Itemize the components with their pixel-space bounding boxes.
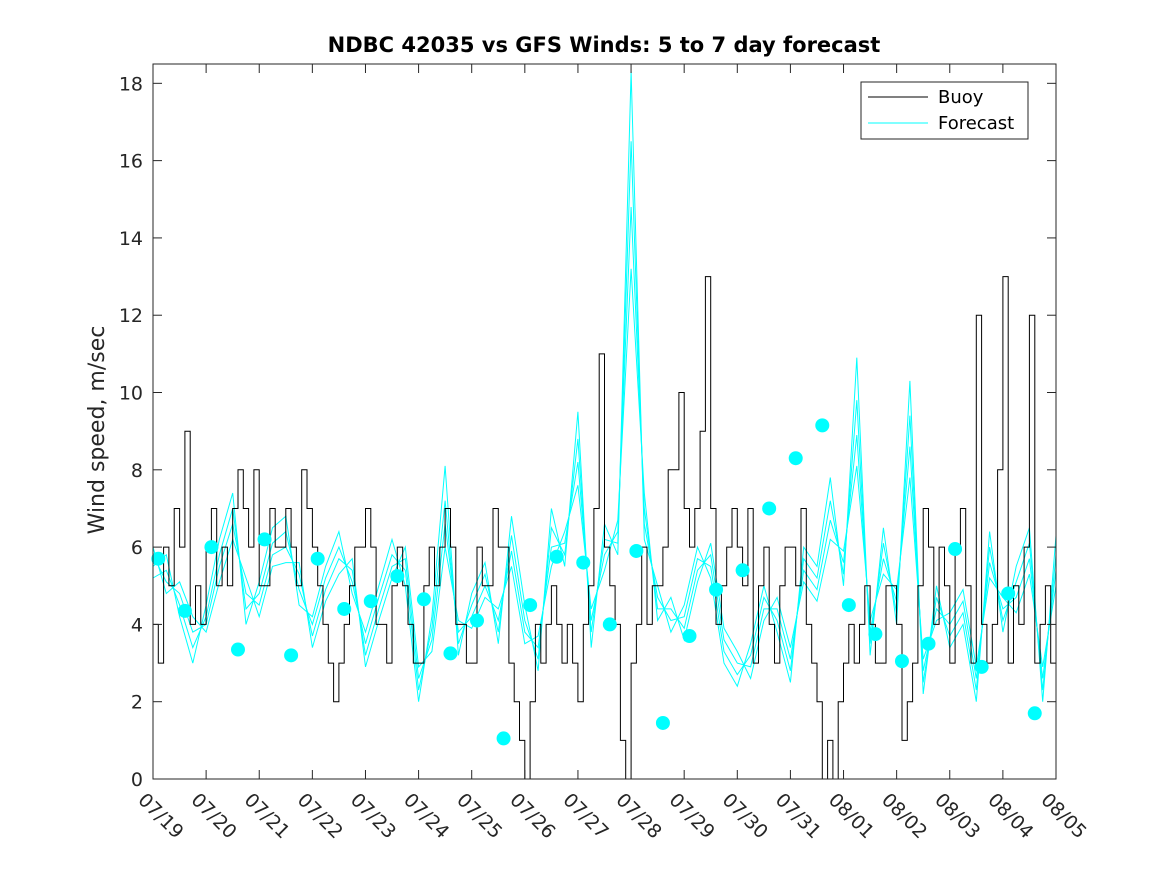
forecast-marker xyxy=(894,654,909,669)
legend: Buoy Forecast xyxy=(860,81,1029,140)
forecast-marker xyxy=(1027,706,1042,721)
forecast-marker xyxy=(788,451,803,466)
forecast-marker xyxy=(523,598,538,613)
forecast-marker xyxy=(363,594,378,609)
legend-forecast-label: Forecast xyxy=(938,113,1014,134)
forecast-marker xyxy=(629,543,644,558)
forecast-marker xyxy=(443,646,458,661)
forecast-marker xyxy=(284,648,299,663)
forecast-marker xyxy=(337,601,352,616)
forecast-marker xyxy=(576,555,591,570)
forecast-marker xyxy=(177,603,192,618)
forecast-marker xyxy=(204,540,219,555)
y-axis: 0 2 4 6 8 10 12 14 16 18 xyxy=(119,73,1056,791)
forecast-marker xyxy=(602,617,617,632)
plot-area xyxy=(151,71,1057,780)
forecast-marker xyxy=(151,551,166,566)
forecast-marker xyxy=(549,549,564,564)
forecast-marker xyxy=(762,501,777,516)
forecast-marker xyxy=(310,551,325,566)
forecast-run-line xyxy=(152,206,1057,679)
y-tick-label: 10 xyxy=(119,383,143,405)
y-tick-label: 12 xyxy=(119,305,143,327)
forecast-marker xyxy=(948,542,963,557)
forecast-marker xyxy=(257,532,272,547)
forecast-marker xyxy=(709,582,724,597)
forecast-marker xyxy=(416,592,431,607)
forecast-marker xyxy=(390,569,405,584)
chart-title: NDBC 42035 vs GFS Winds: 5 to 7 day fore… xyxy=(328,33,881,57)
y-tick-label: 6 xyxy=(131,537,143,559)
forecast-marker xyxy=(841,598,856,613)
y-tick-label: 16 xyxy=(119,151,143,173)
y-tick-label: 8 xyxy=(131,460,143,482)
forecast-marker xyxy=(868,627,883,642)
y-tick-label: 18 xyxy=(119,73,143,95)
forecast-marker xyxy=(735,563,750,578)
forecast-marker xyxy=(230,642,245,657)
forecast-marker xyxy=(496,731,511,746)
y-tick-label: 14 xyxy=(119,228,143,250)
forecast-marker xyxy=(655,715,670,730)
legend-box xyxy=(860,81,1029,140)
plot-frame xyxy=(152,63,1057,780)
forecast-marker xyxy=(974,659,989,674)
forecast-marker xyxy=(470,613,485,628)
legend-buoy-label: Buoy xyxy=(938,87,984,108)
forecast-marker xyxy=(1001,586,1016,601)
y-tick-label: 2 xyxy=(131,692,143,714)
buoy-line xyxy=(153,276,1057,780)
y-axis-label: Wind speed, m/sec xyxy=(85,326,110,535)
forecast-run-line xyxy=(152,268,1057,680)
y-tick-label: 4 xyxy=(131,614,143,636)
y-tick-label: 0 xyxy=(131,769,143,791)
forecast-marker xyxy=(921,636,936,651)
forecast-marker xyxy=(682,629,697,643)
forecast-marker xyxy=(815,418,830,433)
